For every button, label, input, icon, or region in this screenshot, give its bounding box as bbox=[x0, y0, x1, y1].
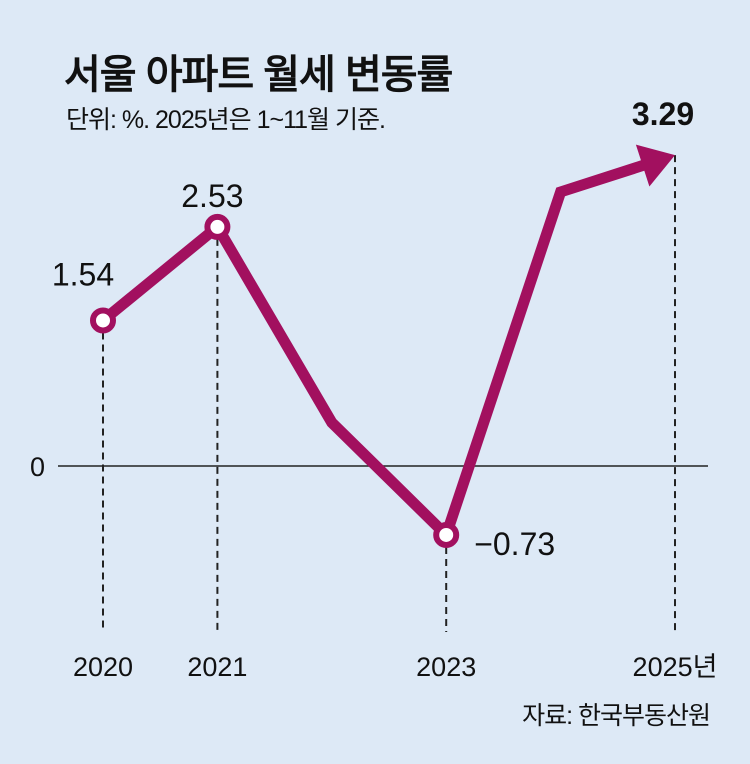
x-tick-2025: 2025년 bbox=[633, 652, 718, 682]
chart-source: 자료: 한국부동산원 bbox=[522, 702, 711, 730]
chart-subtitle: 단위: %. 2025년은 1~11월 기준. bbox=[66, 106, 386, 134]
data-label-2025: 3.29 bbox=[632, 96, 694, 132]
x-tick-2023: 2023 bbox=[416, 652, 476, 682]
data-point-2023 bbox=[433, 521, 460, 548]
chart-title: 서울 아파트 월세 변동률 bbox=[64, 53, 453, 97]
x-tick-2020: 2020 bbox=[73, 652, 133, 682]
data-point-2020 bbox=[90, 307, 116, 334]
x-tick-2021: 2021 bbox=[187, 652, 247, 682]
data-line bbox=[99, 159, 649, 546]
data-label-2023: −0.73 bbox=[474, 526, 555, 562]
zero-label: 0 bbox=[30, 452, 45, 482]
data-label-2020: 1.54 bbox=[52, 256, 114, 292]
data-label-2021: 2.53 bbox=[181, 178, 243, 214]
data-point-2021 bbox=[204, 213, 231, 240]
arrow-head bbox=[635, 144, 675, 187]
